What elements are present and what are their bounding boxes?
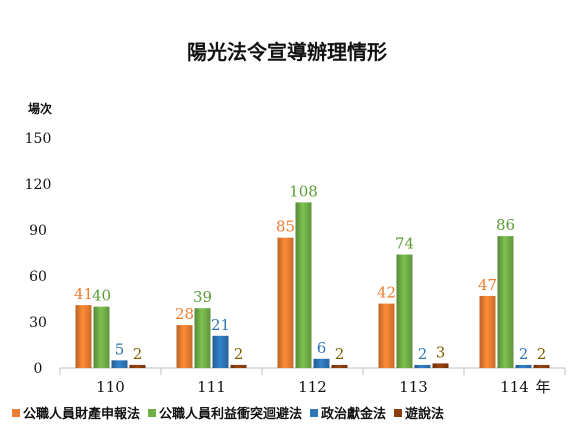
bar: [93, 306, 110, 368]
x-category-label: 112: [298, 378, 327, 396]
legend-label: 遊說法: [405, 406, 444, 422]
data-label: 2: [133, 345, 143, 363]
data-label: 41: [74, 285, 93, 303]
data-label: 2: [537, 345, 547, 363]
bar: [414, 364, 431, 368]
legend-label: 政治獻金法: [321, 406, 386, 422]
bar: [194, 308, 211, 368]
bar: [277, 237, 294, 368]
bar: [313, 358, 330, 368]
bar-series-group: [75, 202, 550, 368]
bar: [432, 363, 449, 368]
bar: [515, 364, 532, 368]
bar: [111, 360, 128, 368]
y-tick-label: 60: [29, 269, 47, 285]
y-tick-label: 120: [25, 177, 52, 193]
y-tick-label: 0: [34, 361, 43, 377]
x-category-label: 113: [399, 378, 428, 396]
data-label: 86: [496, 216, 515, 234]
bar: [378, 303, 395, 368]
data-label: 3: [436, 343, 446, 361]
bar: [212, 335, 229, 368]
data-label: 2: [335, 345, 345, 363]
bar: [533, 364, 550, 368]
bar: [497, 236, 514, 368]
data-label: 39: [193, 288, 212, 306]
data-label: 85: [276, 218, 295, 236]
x-category-label: 110: [96, 378, 125, 396]
y-tick-label: 90: [29, 223, 47, 239]
data-label: 5: [115, 340, 125, 358]
axes: 150 120 90 60 30 0 110 111 112 113 114: [25, 131, 566, 396]
data-label: 21: [211, 316, 230, 334]
bar: [396, 254, 413, 368]
legend-swatch: [148, 409, 156, 417]
data-label: 74: [395, 235, 414, 253]
data-label: 6: [317, 339, 327, 357]
legend-swatch: [394, 409, 402, 417]
data-label: 2: [418, 345, 428, 363]
x-axis-unit-label: 年: [535, 378, 550, 396]
y-tick-label: 150: [25, 131, 52, 147]
chart-title: 陽光法令宣導辦理情形: [187, 40, 387, 64]
data-label: 28: [175, 305, 194, 323]
x-category-label: 114: [500, 378, 529, 396]
data-label: 2: [519, 345, 529, 363]
bar: [176, 325, 193, 368]
data-label: 108: [289, 182, 318, 200]
legend-swatch: [310, 409, 318, 417]
legend: 公職人員財產申報法 公職人員利益衝突迴避法 政治獻金法 遊說法: [12, 406, 444, 422]
bar: [75, 305, 92, 368]
bar: [129, 364, 146, 368]
bar: [331, 364, 348, 368]
legend-swatch: [12, 409, 20, 417]
bar: [295, 202, 312, 368]
x-category-label: 111: [197, 378, 226, 396]
data-label: 42: [377, 284, 396, 302]
legend-label: 公職人員利益衝突迴避法: [159, 406, 302, 422]
data-label: 2: [234, 345, 244, 363]
y-axis-unit-label: 場次: [28, 101, 52, 116]
data-label: 40: [92, 287, 111, 305]
y-tick-label: 30: [29, 315, 47, 331]
legend-label: 公職人員財產申報法: [23, 406, 140, 422]
data-label: 47: [478, 276, 497, 294]
bar: [230, 364, 247, 368]
bar: [479, 295, 496, 368]
